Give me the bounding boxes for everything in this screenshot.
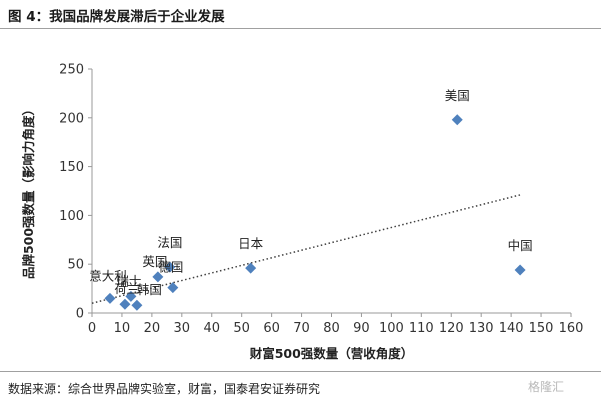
x-tick-label: 0 xyxy=(88,321,96,336)
footer-divider xyxy=(0,371,601,372)
x-tick-label: 90 xyxy=(353,321,370,336)
tick-labels: 0 10 20 30 40 50 60 70 80 90 100 110 120 130 140 150 160… xyxy=(59,63,583,337)
y-tick-label: 250 xyxy=(59,63,84,78)
scatter-chart: 0 10 20 30 40 50 60 70 80 90 100 110 120 130 140 150 160… xyxy=(21,63,583,362)
x-tick-label: 130 xyxy=(469,321,494,336)
trendline-group xyxy=(91,194,521,304)
data-point-marker xyxy=(164,261,176,273)
x-tick-label: 10 xyxy=(114,321,131,336)
source-note: 数据来源：综合世界品牌实验室，财富，国泰君安证券研究 xyxy=(8,382,321,396)
y-tick-label: 100 xyxy=(59,209,84,224)
x-tick-label: 150 xyxy=(529,321,554,336)
data-point-marker xyxy=(451,114,463,126)
x-tick-label: 40 xyxy=(203,321,220,336)
data-point-label: 日本 xyxy=(238,236,264,251)
data-point-label: 美国 xyxy=(445,88,470,103)
x-axis-title: 财富500强数量（营收角度） xyxy=(249,346,414,361)
x-tick-label: 60 xyxy=(263,321,280,336)
y-tick-label: 200 xyxy=(59,111,84,126)
data-point-label: 英国 xyxy=(142,254,167,269)
x-tick-label: 80 xyxy=(323,321,340,336)
x-tick-label: 140 xyxy=(499,321,524,336)
data-point-label: 法国 xyxy=(157,235,182,250)
x-tick-label: 100 xyxy=(379,321,404,336)
data-point-label: 瑞士 xyxy=(116,273,141,288)
trendline xyxy=(91,194,521,304)
x-tick-label: 160 xyxy=(559,321,584,336)
data-point-label: 荷兰 xyxy=(114,281,139,296)
data-point-marker xyxy=(167,282,179,294)
data-points xyxy=(104,114,526,311)
y-axis-title: 品牌500强数量（影响力角度） xyxy=(21,103,36,279)
data-point-label: 韩国 xyxy=(137,282,162,297)
data-point-label: 中国 xyxy=(508,238,533,253)
chart-axes xyxy=(88,68,572,317)
y-tick-label: 50 xyxy=(67,258,84,273)
figure-header: 图 4：我国品牌发展滞后于企业发展 xyxy=(0,0,601,30)
x-tick-label: 20 xyxy=(144,321,161,336)
figure-title: 图 4：我国品牌发展滞后于企业发展 xyxy=(8,9,225,25)
data-point-marker xyxy=(152,271,164,283)
x-tick-label: 50 xyxy=(233,321,250,336)
data-point-marker xyxy=(514,264,526,276)
x-tick-label: 110 xyxy=(409,321,434,336)
data-point-label: 德国 xyxy=(158,260,183,275)
watermark-logo: 格隆汇 xyxy=(528,380,565,394)
data-point-marker xyxy=(125,290,137,302)
y-tick-label: 0 xyxy=(76,307,84,322)
data-point-label: 意大利 xyxy=(89,268,127,283)
data-point-marker xyxy=(119,298,131,310)
x-tick-label: 30 xyxy=(174,321,191,336)
data-point-marker xyxy=(131,299,143,311)
data-point-marker xyxy=(104,292,116,304)
y-tick-label: 150 xyxy=(59,160,84,175)
x-tick-label: 120 xyxy=(439,321,464,336)
header-divider xyxy=(0,28,601,29)
data-point-marker xyxy=(245,262,257,274)
x-tick-label: 70 xyxy=(293,321,310,336)
